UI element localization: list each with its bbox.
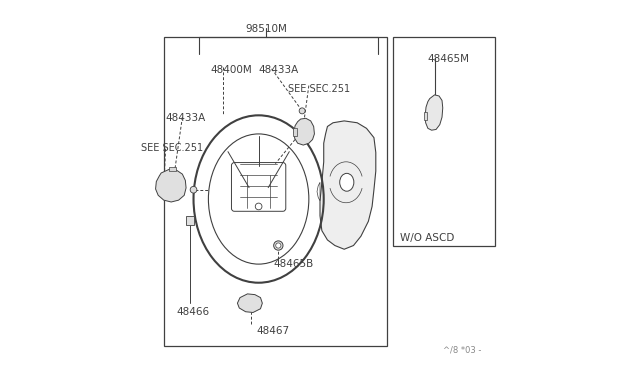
Text: SEE SEC.251: SEE SEC.251 xyxy=(141,143,204,153)
Bar xyxy=(186,216,195,225)
Text: 48465B: 48465B xyxy=(273,259,314,269)
Text: ^/8 *03 -: ^/8 *03 - xyxy=(443,346,481,355)
Ellipse shape xyxy=(190,186,197,193)
Text: 48466: 48466 xyxy=(177,307,210,317)
Polygon shape xyxy=(320,121,376,249)
Polygon shape xyxy=(317,182,320,201)
Bar xyxy=(164,37,387,346)
Polygon shape xyxy=(294,118,314,145)
Ellipse shape xyxy=(299,108,305,114)
Text: 48433A: 48433A xyxy=(259,65,299,75)
Text: 48433A: 48433A xyxy=(166,113,206,124)
Text: W/O ASCD: W/O ASCD xyxy=(400,232,454,243)
Polygon shape xyxy=(237,294,262,312)
Text: 48465M: 48465M xyxy=(428,54,470,64)
Ellipse shape xyxy=(340,173,354,191)
Polygon shape xyxy=(156,169,186,202)
Bar xyxy=(392,37,495,246)
Polygon shape xyxy=(425,95,443,130)
Ellipse shape xyxy=(274,241,283,250)
Ellipse shape xyxy=(276,243,281,248)
Bar xyxy=(293,128,297,136)
Bar xyxy=(169,167,177,171)
Text: 98510M: 98510M xyxy=(245,24,287,34)
Text: 48400M: 48400M xyxy=(211,65,252,75)
Text: SEE SEC.251: SEE SEC.251 xyxy=(289,84,351,94)
Text: 48467: 48467 xyxy=(257,326,290,336)
Bar xyxy=(424,112,427,120)
